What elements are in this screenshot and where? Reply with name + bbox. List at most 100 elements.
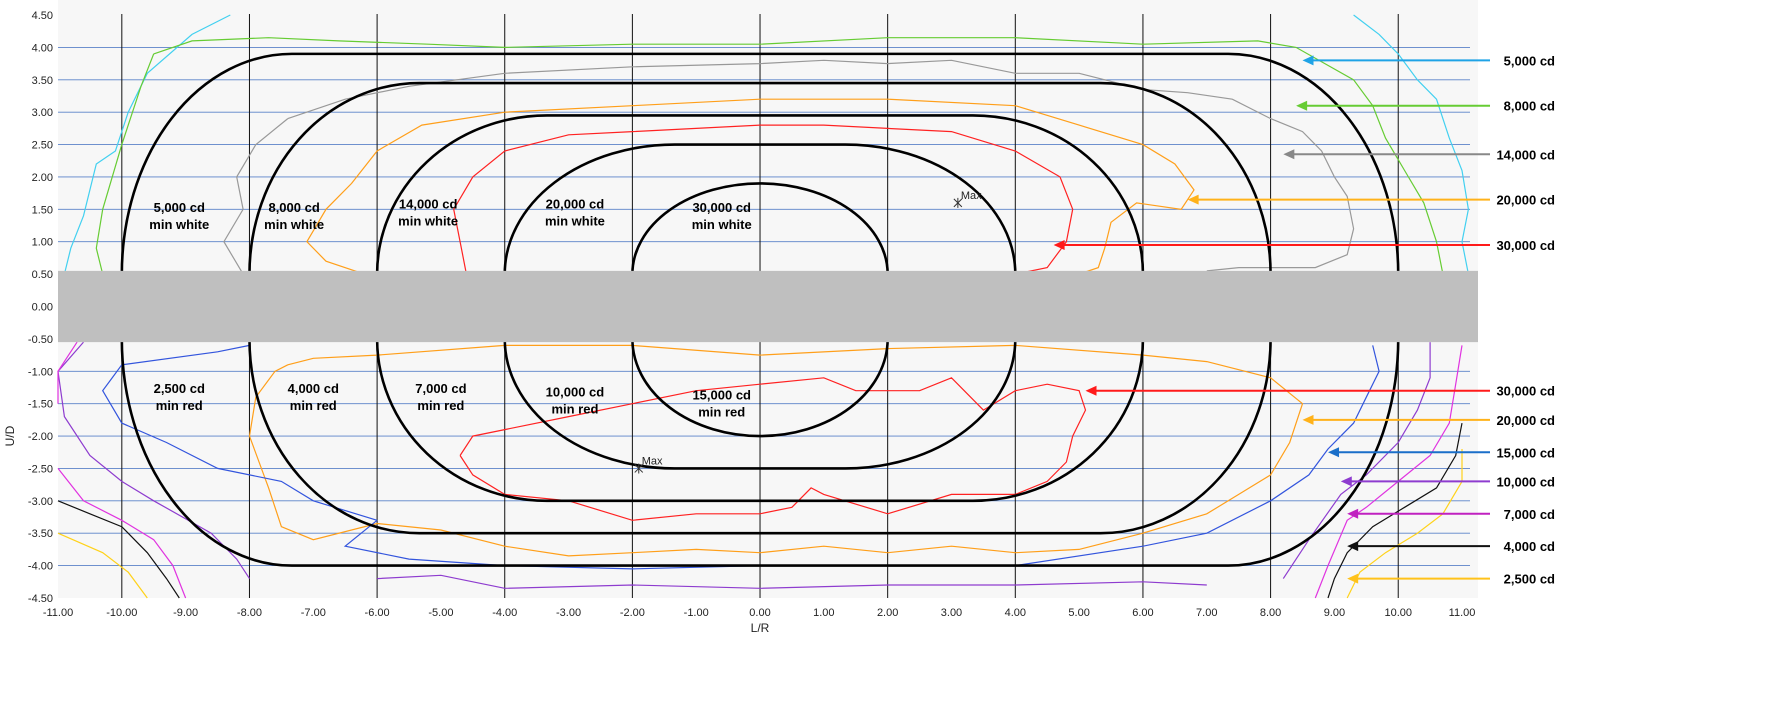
zone-label-value: 4,000 cd — [288, 381, 339, 396]
legend-label: 15,000 cd — [1496, 445, 1555, 460]
contour-line — [223, 118, 289, 275]
legend-label: 30,000 cd — [1496, 384, 1555, 399]
zone-boundary-bottom — [248, 338, 1272, 535]
y-tick-label: -3.50 — [28, 528, 53, 540]
max-marker-label: Max — [961, 190, 982, 202]
legend-arrow-head — [1085, 385, 1097, 396]
legend-label: 2,500 cd — [1504, 572, 1555, 587]
legend-arrow-head — [1347, 541, 1359, 552]
x-axis-label: L/R — [751, 621, 770, 635]
y-tick-label: -4.50 — [28, 593, 53, 605]
legend-label: 4,000 cd — [1504, 539, 1555, 554]
zone-label-value: 5,000 cd — [154, 200, 205, 215]
x-tick-label: 3.00 — [941, 607, 962, 619]
x-tick-label: 8.00 — [1260, 607, 1281, 619]
zone-label-value: 8,000 cd — [268, 200, 319, 215]
y-tick-label: -1.50 — [28, 399, 53, 411]
zone-label-caption: min white — [398, 214, 458, 229]
zone-label-caption: min red — [290, 398, 337, 413]
y-axis-label: U/D — [3, 425, 17, 446]
zone-boundaries — [120, 52, 1400, 567]
x-tick-label: -3.00 — [556, 607, 581, 619]
zone-label-value: 10,000 cd — [546, 384, 605, 399]
x-tick-label: -8.00 — [237, 607, 262, 619]
y-tick-label: -0.50 — [28, 334, 53, 346]
legend-label: 8,000 cd — [1504, 99, 1555, 114]
zone-label-value: 14,000 cd — [399, 197, 458, 212]
y-tick-label: 3.50 — [32, 75, 53, 87]
contour-line — [504, 98, 1195, 275]
zone-label-caption: min white — [149, 217, 209, 232]
x-tick-label: 11.00 — [1449, 607, 1476, 619]
y-tick-label: -3.00 — [28, 496, 53, 508]
legend-arrow-head — [1302, 55, 1314, 66]
x-tick-label: 1.00 — [813, 607, 834, 619]
legend-arrow-head — [1283, 149, 1295, 160]
y-tick-label: 2.50 — [32, 140, 53, 152]
x-tick-label: -5.00 — [428, 607, 453, 619]
legend-arrow-head — [1340, 476, 1352, 487]
legend-label: 14,000 cd — [1496, 147, 1555, 162]
zone-label-caption: min white — [264, 217, 324, 232]
contour-line — [453, 124, 1074, 275]
zone-label-value: 20,000 cd — [546, 197, 605, 212]
zone-boundary-bottom — [503, 338, 1017, 470]
zone-boundary-top — [375, 114, 1145, 275]
contour-line — [63, 14, 231, 275]
zone-boundary-bottom — [375, 338, 1145, 503]
y-tick-label: 4.00 — [32, 42, 53, 54]
y-tick-label: -2.00 — [28, 431, 53, 443]
zone-label-value: 30,000 cd — [692, 200, 751, 215]
legend-arrow-head — [1053, 239, 1065, 250]
x-tick-label: 2.00 — [877, 607, 898, 619]
legend-arrow-head — [1302, 414, 1314, 425]
legend-arrow-head — [1296, 100, 1308, 111]
y-tick-labels: 4.50 4.00 3.50 3.00 2.50 2.00 1.50 1.00 0.50 0.00… — [28, 10, 53, 605]
legend-label: 7,000 cd — [1504, 507, 1555, 522]
max-marker — [953, 197, 963, 208]
x-tick-label: -9.00 — [173, 607, 198, 619]
x-tick-label: -6.00 — [365, 607, 390, 619]
y-tick-label: 0.00 — [32, 302, 53, 314]
x-tick-label: -7.00 — [301, 607, 326, 619]
contour-line — [95, 53, 155, 275]
contour-line — [306, 111, 505, 275]
zone-boundary-bottom — [631, 338, 889, 438]
zone-boundary-top — [120, 52, 1400, 275]
legend-label: 20,000 cd — [1496, 413, 1555, 428]
y-tick-label: 2.00 — [32, 172, 53, 184]
zone-label-value: 7,000 cd — [415, 381, 466, 396]
x-tick-labels: -11.00 -10.00 -9.00 -8.00 -7.00 -6.00 -5.00 -4.… — [43, 607, 1476, 619]
x-tick-label: 4.00 — [1005, 607, 1026, 619]
x-tick-label: 6.00 — [1132, 607, 1153, 619]
zone-boundary-bottom — [120, 338, 1400, 567]
zone-label-caption: min white — [692, 217, 752, 232]
blanked-band — [58, 270, 1478, 343]
max-marker — [634, 463, 644, 474]
contour-line — [57, 341, 78, 404]
legend-arrow-head — [1187, 194, 1199, 205]
y-tick-label: 0.50 — [32, 269, 53, 281]
contour-line — [343, 345, 1380, 570]
contour-line — [57, 532, 148, 599]
legend-label: 10,000 cd — [1496, 474, 1555, 489]
zone-label-caption: min red — [551, 401, 598, 416]
legend-arrow-head — [1328, 447, 1340, 458]
x-tick-label: 0.00 — [749, 607, 770, 619]
x-tick-label: 5.00 — [1068, 607, 1089, 619]
legend-arrow-head — [1347, 573, 1359, 584]
contour-line — [57, 500, 180, 599]
y-tick-label: -1.00 — [28, 366, 53, 378]
y-tick-label: 4.50 — [32, 10, 53, 22]
contour-line — [248, 344, 1304, 557]
contour-lines — [57, 14, 1470, 599]
contour-line — [1353, 14, 1470, 275]
y-tick-label: 3.00 — [32, 107, 53, 119]
x-tick-label: -2.00 — [620, 607, 645, 619]
zone-label-caption: min red — [156, 398, 203, 413]
contour-line — [101, 344, 378, 521]
zone-label-caption: min red — [417, 398, 464, 413]
x-tick-label: 10.00 — [1384, 607, 1412, 619]
x-tick-label: -10.00 — [106, 607, 137, 619]
contour-line — [1282, 342, 1431, 579]
